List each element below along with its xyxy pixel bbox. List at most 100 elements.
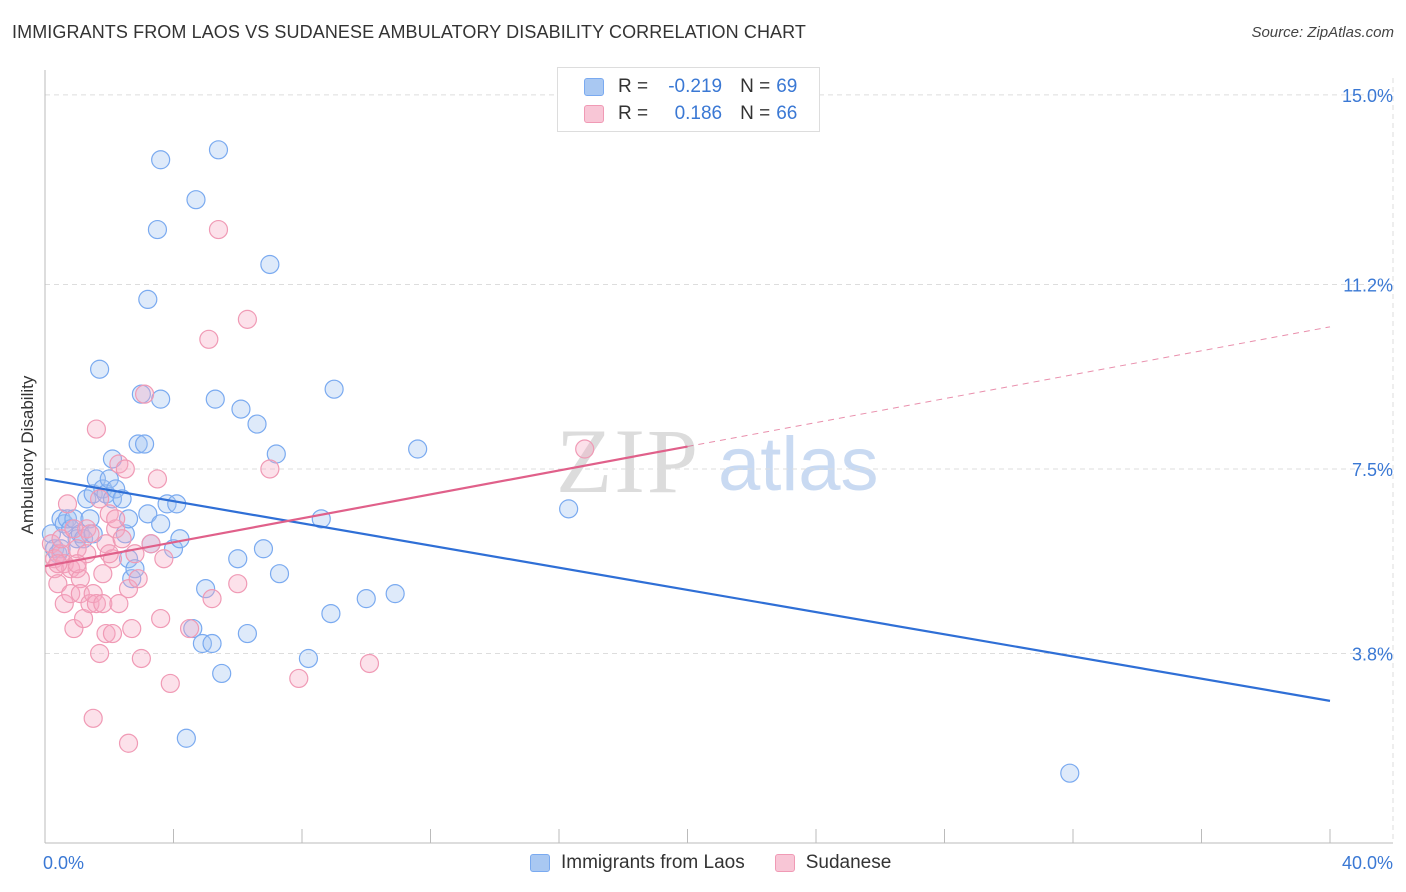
- data-point: [122, 618, 142, 639]
- data-point: [208, 219, 229, 240]
- y-tick-label-3: 15.0%: [1342, 86, 1393, 106]
- data-point: [134, 434, 155, 454]
- data-point: [151, 389, 171, 409]
- data-point: [106, 509, 126, 529]
- legend-r-value: -0.219: [668, 76, 723, 97]
- trend-line-laos: [44, 477, 1331, 702]
- data-point: [260, 254, 280, 275]
- data-point: [298, 648, 319, 669]
- series-swatch-laos: [530, 854, 550, 872]
- data-point: [118, 733, 139, 753]
- data-point: [228, 549, 248, 569]
- series-legend-item-sudanese[interactable]: Sudanese: [774, 852, 892, 874]
- data-point: [48, 574, 68, 594]
- watermark-atlas: atlas: [718, 422, 879, 507]
- data-point: [138, 289, 158, 310]
- series-points-laos: [41, 140, 1080, 783]
- data-point: [359, 653, 380, 674]
- data-point: [102, 623, 123, 644]
- legend-n-value: 69: [776, 76, 798, 97]
- data-point: [86, 594, 107, 614]
- data-point: [109, 594, 129, 614]
- trend-line-sudanese: [44, 445, 688, 568]
- data-point: [115, 459, 135, 479]
- data-point: [138, 504, 158, 524]
- grid-lines: [45, 78, 1394, 843]
- y-axis-tick-labels: 3.8% 7.5% 11.2% 15.0%: [1342, 86, 1393, 665]
- data-point: [128, 569, 148, 589]
- data-point: [131, 648, 151, 669]
- scatter-points: [41, 140, 1080, 783]
- series-points-sudanese: [41, 219, 595, 753]
- data-point: [199, 329, 219, 349]
- data-point: [90, 489, 110, 509]
- data-point: [208, 140, 229, 160]
- data-point: [321, 603, 341, 624]
- series-legend-item-laos[interactable]: Immigrants from Laos: [530, 852, 745, 874]
- data-point: [176, 728, 196, 748]
- legend-swatch-sudanese: [584, 105, 604, 123]
- data-point: [99, 469, 119, 489]
- data-point: [289, 668, 309, 689]
- data-point: [70, 569, 90, 589]
- data-point: [54, 594, 74, 614]
- legend-row-laos: R = -0.219 N = 69: [584, 75, 797, 99]
- series-label-laos: Immigrants from Laos: [561, 852, 745, 873]
- data-point: [86, 419, 107, 439]
- data-point: [51, 539, 71, 559]
- data-point: [231, 399, 251, 419]
- data-point: [41, 534, 62, 554]
- legend-r-value: 0.186: [674, 103, 723, 124]
- series-label-sudanese: Sudanese: [805, 852, 892, 873]
- data-point: [90, 359, 110, 379]
- data-point: [151, 608, 171, 629]
- data-point: [80, 524, 100, 544]
- data-point: [237, 623, 257, 644]
- x-tick-label-max: 40.0%: [1342, 853, 1393, 873]
- data-point: [118, 579, 139, 599]
- legend-n-label: N =: [740, 76, 771, 97]
- data-point: [57, 494, 78, 514]
- data-point: [170, 529, 190, 549]
- x-tick-label-min: 0.0%: [43, 853, 84, 873]
- legend-n-value: 66: [776, 103, 798, 124]
- series-swatch-sudanese: [774, 854, 795, 872]
- data-point: [112, 529, 132, 549]
- data-point: [102, 449, 123, 469]
- data-point: [575, 439, 595, 459]
- y-tick-label-2: 11.2%: [1343, 275, 1393, 295]
- data-point: [163, 539, 184, 559]
- data-point: [147, 219, 168, 240]
- data-point: [141, 534, 161, 554]
- series-legend: Immigrants from Laos Sudanese: [530, 852, 921, 874]
- legend-r-label: R =: [618, 103, 649, 124]
- data-point: [202, 633, 222, 654]
- data-point: [64, 618, 84, 639]
- data-point: [61, 559, 81, 579]
- data-point: [93, 594, 113, 614]
- data-point: [253, 539, 274, 559]
- data-point: [260, 459, 280, 479]
- x-axis-tick-labels: 0.0% 40.0%: [43, 853, 1393, 873]
- data-point: [228, 574, 248, 594]
- axes: [44, 70, 1393, 844]
- data-point: [151, 150, 171, 170]
- x-axis-ticks: [44, 829, 1331, 843]
- y-tick-label-1: 7.5%: [1352, 460, 1393, 480]
- watermark-zip: ZIP: [556, 410, 700, 512]
- data-point: [196, 579, 216, 599]
- data-point: [93, 564, 113, 584]
- data-point: [205, 389, 225, 409]
- data-point: [1060, 763, 1080, 783]
- data-point: [186, 190, 206, 210]
- data-point: [134, 384, 155, 404]
- data-point: [147, 469, 168, 489]
- data-point: [41, 524, 62, 544]
- data-point: [128, 434, 148, 454]
- trend-lines: [44, 326, 1331, 702]
- data-point: [212, 663, 232, 684]
- data-point: [408, 439, 428, 459]
- y-tick-label-0: 3.8%: [1352, 644, 1393, 664]
- data-point: [559, 499, 579, 519]
